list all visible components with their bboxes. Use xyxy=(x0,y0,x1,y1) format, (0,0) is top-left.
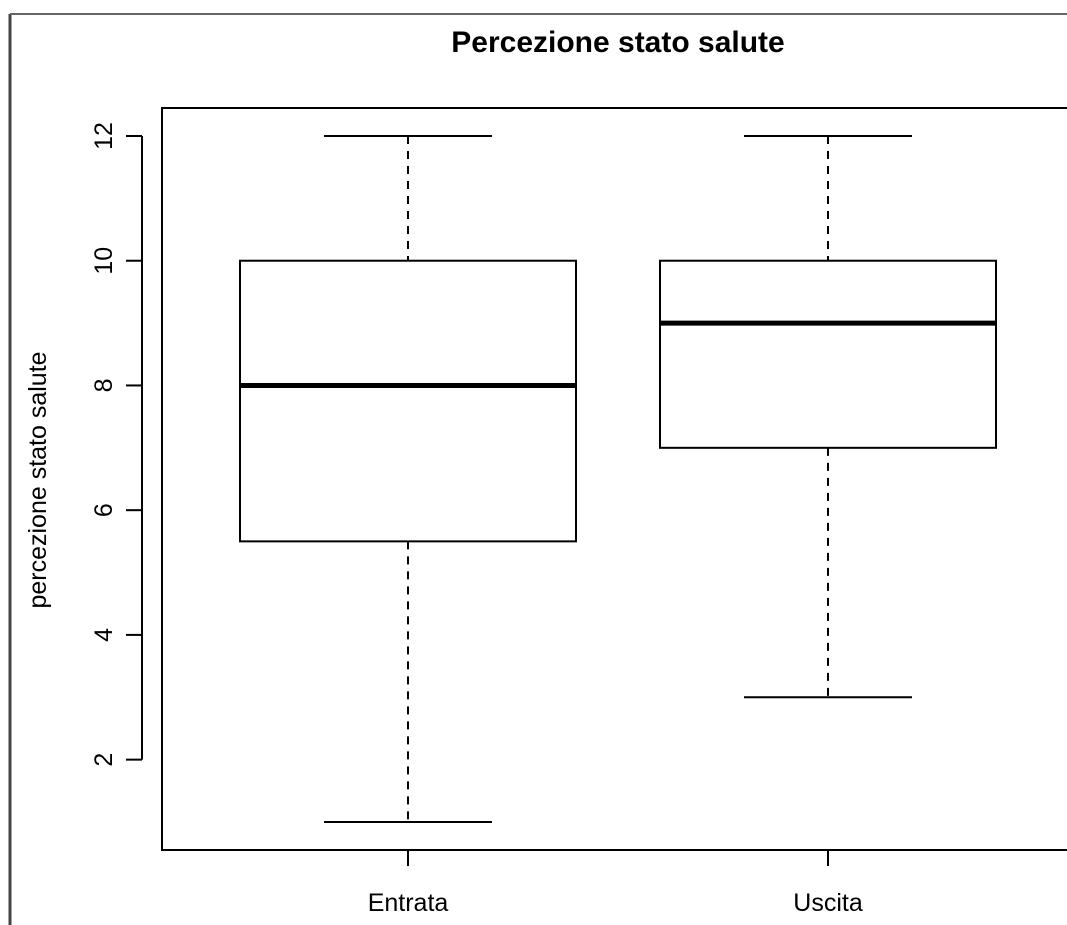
x-tick-label: Entrata xyxy=(368,889,449,917)
box-group-uscita xyxy=(659,135,997,699)
y-tick-label: 4 xyxy=(90,628,118,642)
iqr-box xyxy=(659,259,997,449)
y-axis-label: percezione stato salute xyxy=(24,351,52,608)
y-tick-label: 2 xyxy=(90,753,118,767)
x-axis: Entrata Uscita xyxy=(368,850,863,917)
y-tick-label: 8 xyxy=(90,379,118,393)
y-tick-label: 6 xyxy=(90,503,118,517)
boxes-layer xyxy=(239,135,997,823)
box-group-entrata xyxy=(239,135,577,823)
plot-frame xyxy=(161,107,1067,851)
iqr-box xyxy=(239,259,577,543)
chart-title: Percezione stato salute xyxy=(451,26,784,59)
x-tick-label: Uscita xyxy=(793,889,863,917)
y-axis: 2 4 6 8 10 12 xyxy=(90,122,143,767)
y-tick-label: 10 xyxy=(90,247,118,275)
y-tick-label: 12 xyxy=(90,122,118,150)
